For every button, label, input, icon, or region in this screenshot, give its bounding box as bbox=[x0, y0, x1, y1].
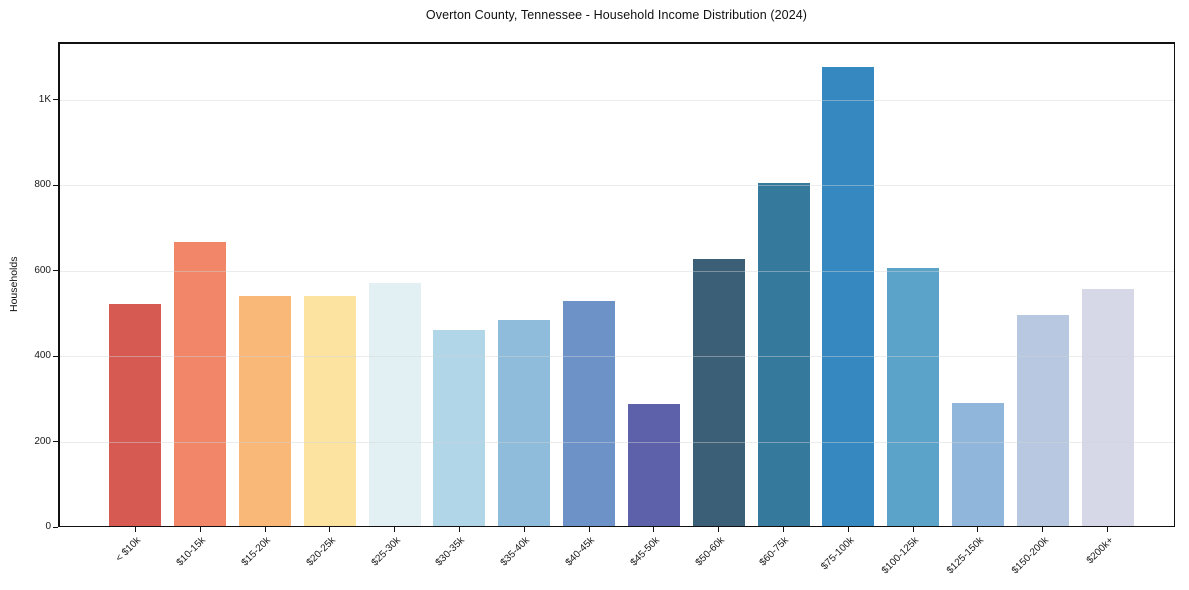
bar bbox=[563, 300, 616, 527]
x-tick-label: $100-125k bbox=[879, 535, 921, 577]
spine-left bbox=[58, 42, 60, 527]
bar bbox=[109, 303, 162, 527]
gridline bbox=[58, 270, 1175, 272]
x-tick-label: $50-60k bbox=[693, 535, 727, 569]
x-tick-label: $25-30k bbox=[369, 535, 403, 569]
x-tick-mark bbox=[134, 527, 136, 532]
x-tick-label: $15-20k bbox=[239, 535, 273, 569]
x-tick-label: $200k+ bbox=[1084, 535, 1116, 567]
x-tick-mark bbox=[977, 527, 979, 532]
bar bbox=[1081, 289, 1134, 527]
bar bbox=[368, 283, 421, 527]
y-tick-mark bbox=[53, 441, 58, 443]
bar bbox=[498, 320, 551, 527]
y-tick-mark bbox=[53, 99, 58, 101]
x-tick-mark bbox=[783, 527, 785, 532]
chart-title: Overton County, Tennessee - Household In… bbox=[425, 8, 808, 22]
x-tick-label: $30-35k bbox=[433, 535, 468, 569]
gridline bbox=[58, 99, 1175, 101]
x-tick-mark bbox=[847, 527, 849, 532]
y-tick-mark bbox=[53, 355, 58, 357]
x-tick-mark bbox=[1042, 527, 1044, 532]
x-tick-label: $20-25k bbox=[304, 535, 338, 569]
bar bbox=[627, 403, 680, 527]
y-tick-mark bbox=[53, 270, 58, 272]
y-axis-label: Households bbox=[8, 256, 20, 313]
x-tick-mark bbox=[588, 527, 590, 532]
bar bbox=[822, 67, 875, 527]
x-tick-label: $125-150k bbox=[944, 535, 986, 577]
x-tick-mark bbox=[1107, 527, 1109, 532]
bar bbox=[1016, 314, 1069, 527]
bar bbox=[303, 295, 356, 527]
y-tick-label: 200 bbox=[34, 435, 51, 447]
x-tick-mark bbox=[264, 527, 266, 532]
gridline bbox=[58, 185, 1175, 187]
x-tick-label: $35-40k bbox=[498, 535, 533, 569]
x-tick-label: < $10k bbox=[113, 535, 144, 565]
bar bbox=[174, 241, 227, 527]
x-tick-mark bbox=[458, 527, 460, 532]
x-tick-mark bbox=[394, 527, 396, 532]
spine-top bbox=[58, 42, 1175, 44]
plot-area bbox=[53, 42, 1175, 532]
spine-right bbox=[1173, 42, 1175, 527]
x-tick-label: $75-100k bbox=[818, 535, 857, 573]
gridline bbox=[58, 441, 1175, 443]
y-tick-label: 400 bbox=[34, 350, 51, 362]
x-tick-mark bbox=[718, 527, 720, 532]
bar bbox=[887, 267, 940, 527]
bar bbox=[757, 183, 810, 527]
bar bbox=[951, 403, 1004, 527]
x-tick-mark bbox=[523, 527, 525, 532]
x-tick-label: $10-15k bbox=[174, 535, 208, 569]
x-tick-label: $60-75k bbox=[757, 535, 792, 569]
spine-bottom bbox=[58, 525, 1175, 527]
x-tick-mark bbox=[329, 527, 331, 532]
gridline bbox=[58, 356, 1175, 358]
x-tick-mark bbox=[653, 527, 655, 532]
y-tick-label: 800 bbox=[34, 179, 51, 191]
y-tick-mark bbox=[53, 184, 58, 186]
y-tick-mark bbox=[53, 526, 58, 528]
y-tick-label: 1K bbox=[38, 93, 51, 105]
x-tick-label: $40-45k bbox=[563, 535, 597, 569]
y-tick-label: 0 bbox=[45, 521, 51, 532]
x-tick-label: $150-200k bbox=[1009, 535, 1051, 577]
bar bbox=[433, 330, 486, 527]
x-tick-label: $45-50k bbox=[628, 535, 662, 569]
bar bbox=[239, 295, 292, 527]
bar bbox=[692, 258, 745, 527]
y-tick-label: 600 bbox=[34, 264, 51, 276]
x-tick-mark bbox=[912, 527, 914, 532]
x-tick-mark bbox=[199, 527, 201, 532]
